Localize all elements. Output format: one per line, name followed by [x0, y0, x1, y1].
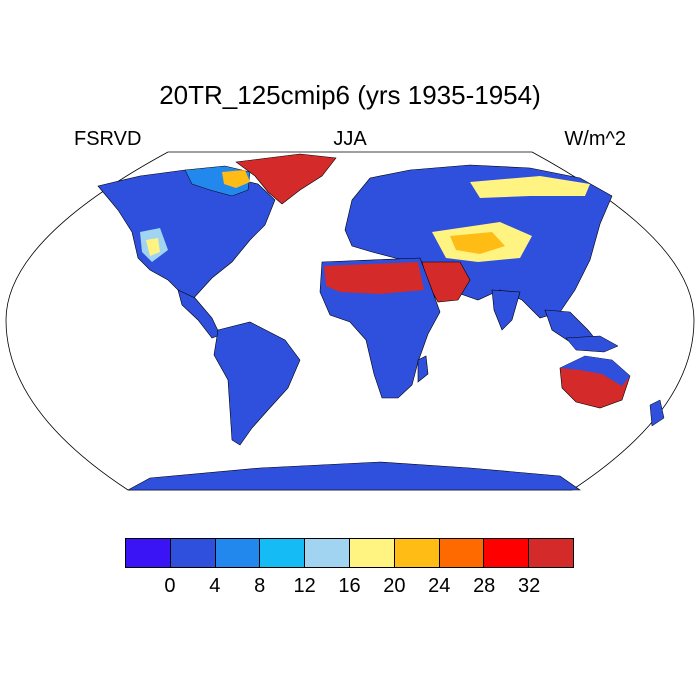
- colorbar-tick-label: 24: [428, 575, 451, 597]
- colorbar-tick-label: 8: [254, 575, 266, 597]
- colorbar-cell: [126, 539, 171, 567]
- land-antarctica: [127, 461, 581, 491]
- colorbar-cell: [529, 539, 573, 567]
- variable-label: FSRVD: [74, 128, 142, 150]
- land-greenland: [235, 153, 337, 205]
- colorbar-tick-label: 12: [293, 575, 316, 597]
- colorbar-cell: [394, 539, 440, 567]
- land-south-america: [213, 321, 301, 446]
- colorbar-tick-label: 4: [209, 575, 221, 597]
- warm-area-us-yellow: [146, 238, 160, 256]
- land-indonesia: [565, 335, 619, 353]
- sahara-hot-region: [324, 262, 424, 294]
- colorbar-tick-label: 16: [338, 575, 361, 597]
- land-india: [491, 289, 521, 331]
- colorbar-tick-label: 0: [164, 575, 176, 597]
- land-madagascar: [417, 355, 429, 383]
- colorbar: [125, 538, 574, 568]
- colorbar-cell: [305, 539, 350, 567]
- colorbar-cell: [170, 539, 216, 567]
- australia-edge-blue: [560, 356, 630, 386]
- colorbar-cell: [349, 539, 395, 567]
- hot-spot-arctic: [222, 170, 250, 188]
- season-label: JJA: [333, 128, 367, 150]
- colorbar-tick-label: 32: [517, 575, 541, 597]
- land-central-america: [177, 289, 221, 339]
- land-africa: [319, 257, 441, 399]
- hot-band-central-asia: [450, 232, 505, 254]
- colorbar-cell: [439, 539, 485, 567]
- colorbar-cell: [215, 539, 261, 567]
- colorbar-cell: [484, 539, 530, 567]
- colorbar-cell: [260, 539, 306, 567]
- plot-title: 20TR_125cmip6 (yrs 1935-1954): [159, 80, 541, 110]
- colorbar-tick-label: 20: [383, 575, 406, 597]
- warm-band-siberia: [470, 176, 590, 198]
- land-new-zealand: [649, 399, 665, 427]
- units-label: W/m^2: [564, 128, 626, 150]
- colorbar-tick-label: 28: [473, 575, 496, 597]
